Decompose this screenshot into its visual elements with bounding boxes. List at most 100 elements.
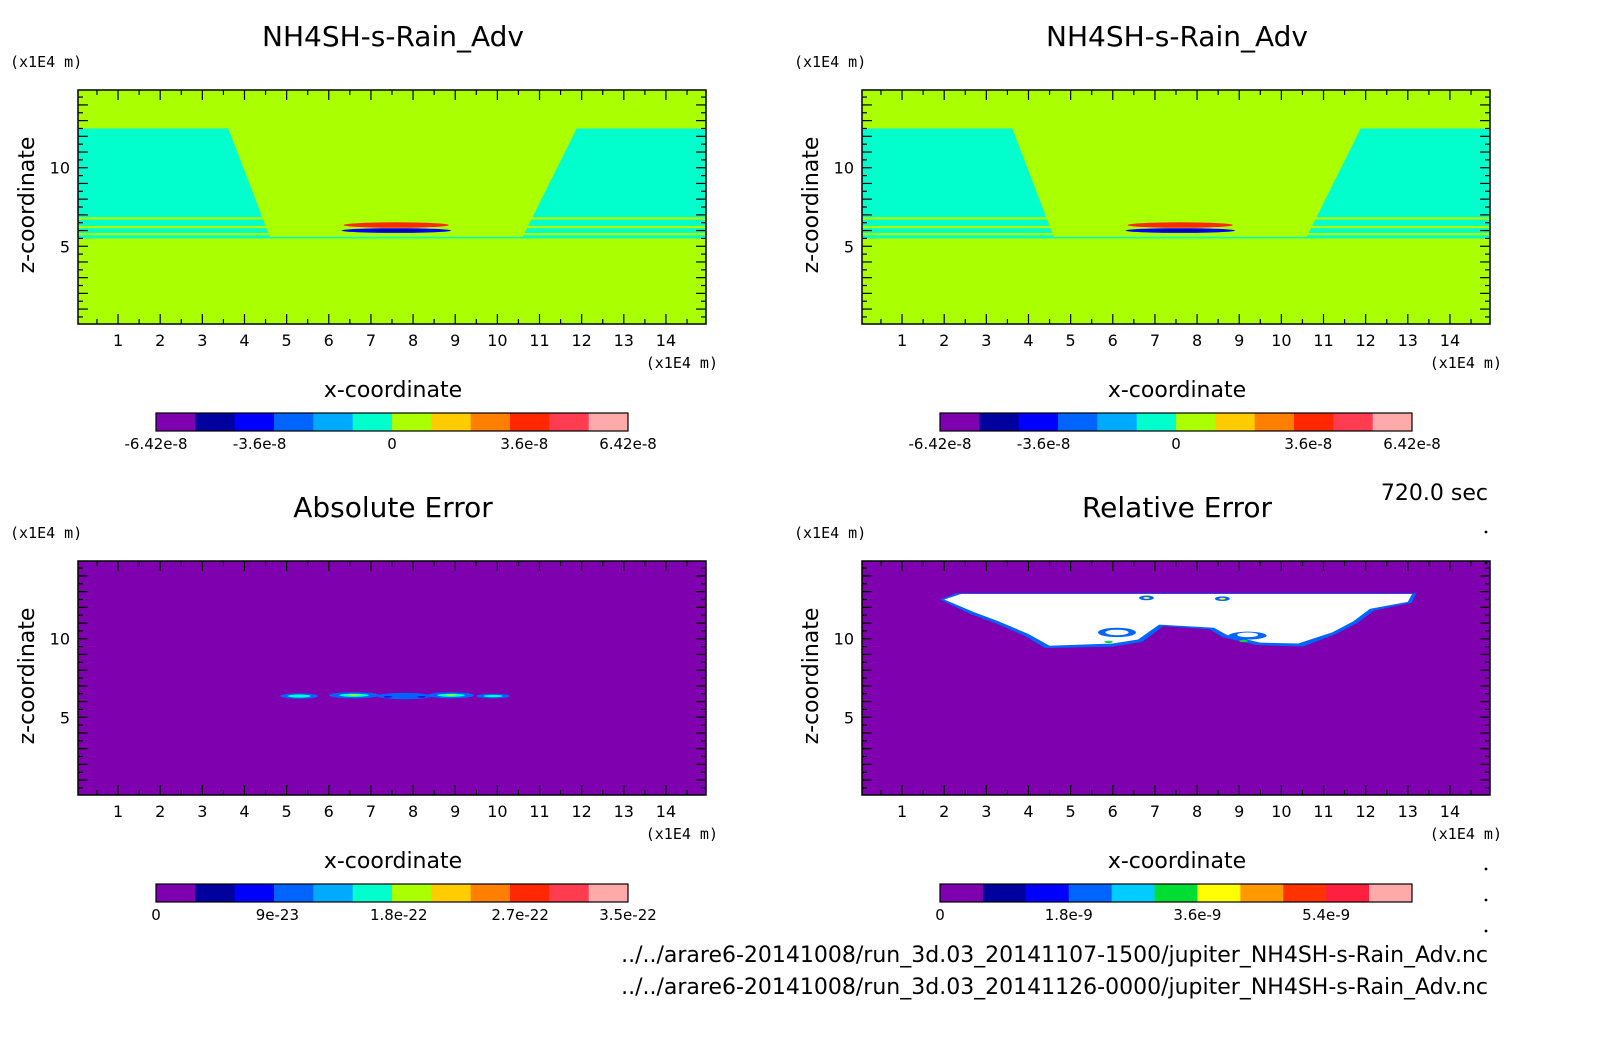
x-tick-label: 6 — [1108, 802, 1118, 821]
y-tick-label: 10 — [50, 630, 70, 649]
contour-band — [862, 90, 1490, 129]
colorbar-swatch — [1372, 413, 1413, 431]
x-tick-label: 13 — [614, 802, 634, 821]
colorbar-label: 9e-23 — [256, 906, 299, 924]
x-tick-label: 2 — [155, 331, 165, 350]
colorbar-swatch — [195, 884, 236, 902]
x-tick-label: 8 — [1192, 331, 1202, 350]
x-tick-label: 14 — [656, 802, 676, 821]
x-tick-label: 2 — [155, 802, 165, 821]
panel-1: NH4SH-s-Rain_Adv(x1E4 m)1 2 3 4 5 6 7 8 9 10 11 12 1… — [10, 20, 718, 453]
x-tick-label: 14 — [1440, 802, 1460, 821]
x-axis-unit: (x1E4 m) — [646, 825, 718, 843]
x-tick-label: 2 — [939, 331, 949, 350]
colorbar-swatch — [195, 413, 236, 431]
x-tick-label: 12 — [1355, 802, 1375, 821]
contour-blob — [343, 222, 449, 228]
x-tick-label: 4 — [239, 802, 249, 821]
colorbar-swatch — [274, 413, 314, 431]
y-axis-label: z-coordinate — [799, 608, 824, 745]
colorbar-swatch — [1215, 413, 1256, 431]
colorbar-swatch — [234, 413, 275, 431]
x-tick-label: 8 — [408, 331, 418, 350]
x-tick-label: 6 — [1108, 331, 1118, 350]
colorbar: 0 9e-23 1.8e-22 2.7e-22 3.5e-22 — [151, 883, 657, 924]
x-tick-label: 6 — [324, 802, 334, 821]
y-axis-unit: (x1E4 m) — [794, 53, 866, 71]
colorbar-swatch — [1111, 884, 1156, 902]
contour-blob — [370, 229, 422, 232]
colorbar-swatch — [431, 413, 472, 431]
colorbar-swatch — [313, 413, 354, 431]
x-tick-label: 13 — [1398, 802, 1418, 821]
panel-title: Absolute Error — [293, 491, 493, 524]
x-tick-label: 5 — [282, 331, 292, 350]
x-tick-label: 9 — [450, 331, 460, 350]
colorbar-swatch — [1176, 413, 1216, 431]
axis-ticks — [78, 90, 706, 324]
axis-ticks — [862, 561, 1490, 795]
colorbar-swatch — [588, 884, 629, 902]
contour-band — [862, 217, 1490, 220]
colorbar-frame — [939, 883, 1413, 903]
x-axis-unit: (x1E4 m) — [646, 354, 718, 372]
colorbar-swatch — [1369, 884, 1413, 902]
x-tick-label: 11 — [1313, 331, 1333, 350]
colorbar-label: 3.6e-8 — [1284, 435, 1332, 453]
panel-4: Relative Error(x1E4 m)1 2 3 4 5 6 7 8 9 10 11 12 13 1… — [794, 491, 1502, 924]
contour-blob — [417, 696, 426, 698]
colorbar-swatch — [1240, 884, 1284, 902]
contour-band — [78, 217, 706, 220]
field-background — [78, 561, 706, 795]
colorbar: -6.42e-8 -3.6e-8 0 3.6e-8 6.42e-8 — [125, 412, 657, 453]
x-tick-label: 12 — [571, 331, 591, 350]
x-tick-label: 2 — [939, 802, 949, 821]
y-axis-unit: (x1E4 m) — [10, 524, 82, 542]
x-tick-label: 5 — [1066, 802, 1076, 821]
x-tick-label: 7 — [366, 331, 376, 350]
contour-blob — [347, 694, 361, 696]
colorbar-swatch — [1136, 413, 1177, 431]
colorbar-swatch — [1294, 413, 1334, 431]
colorbar-swatch — [352, 413, 393, 431]
x-tick-label: 11 — [1313, 802, 1333, 821]
y-tick-label: 5 — [844, 237, 854, 256]
y-tick-label: 10 — [50, 159, 70, 178]
x-tick-label: 12 — [1355, 331, 1375, 350]
x-tick-label: 3 — [197, 331, 207, 350]
colorbar-label: -6.42e-8 — [125, 435, 188, 453]
x-tick-label: 3 — [981, 331, 991, 350]
x-tick-label: 5 — [282, 802, 292, 821]
x-tick-label: 14 — [656, 331, 676, 350]
colorbar-label: 2.7e-22 — [491, 906, 549, 924]
colorbar: -6.42e-8 -3.6e-8 0 3.6e-8 6.42e-8 — [909, 412, 1441, 453]
x-tick-label: 9 — [450, 802, 460, 821]
contour-blob — [1237, 632, 1259, 638]
x-tick-label: 6 — [324, 331, 334, 350]
contour-blob — [377, 692, 433, 700]
colorbar-swatch — [313, 884, 354, 902]
x-tick-label: 7 — [1150, 331, 1160, 350]
colorbar-swatch — [274, 884, 314, 902]
colorbar-swatch — [1018, 413, 1059, 431]
x-tick-label: 12 — [571, 802, 591, 821]
y-tick-label: 10 — [834, 159, 854, 178]
panel-2: NH4SH-s-Rain_Adv(x1E4 m)1 2 3 4 5 6 7 8 9 10 11 12 1… — [794, 20, 1502, 453]
colorbar-swatch — [392, 884, 432, 902]
colorbar-frame — [155, 412, 629, 432]
colorbar-swatch — [1154, 884, 1198, 902]
x-axis-label: x-coordinate — [324, 378, 462, 403]
x-tick-label: 10 — [487, 331, 507, 350]
contour-blob — [1154, 229, 1206, 232]
colorbar-label: 3.5e-22 — [599, 906, 657, 924]
colorbar-swatch — [470, 884, 511, 902]
x-tick-label: 8 — [408, 802, 418, 821]
x-axis-unit: (x1E4 m) — [1430, 825, 1502, 843]
time-label: 720.0 sec — [1381, 481, 1488, 506]
colorbar-frame — [939, 412, 1413, 432]
colorbar-swatch — [1197, 884, 1241, 902]
colorbar-swatch — [979, 413, 1020, 431]
contour-region — [227, 126, 578, 237]
x-axis-unit: (x1E4 m) — [1430, 354, 1502, 372]
